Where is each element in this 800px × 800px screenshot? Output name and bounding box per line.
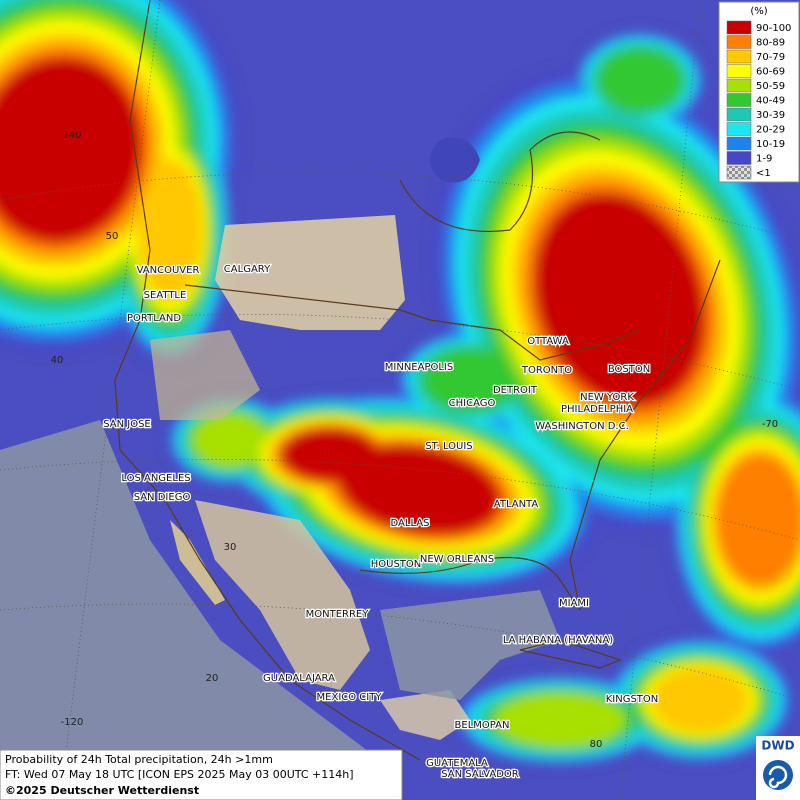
legend-label: 30-39	[756, 110, 785, 121]
legend-swatch	[726, 93, 752, 107]
probability-area	[596, 47, 684, 113]
legend-label: 1-9	[756, 154, 772, 165]
footer-copyright: ©2025 Deutscher Wetterdienst	[5, 784, 199, 797]
legend-swatch	[726, 107, 752, 122]
probability-area	[494, 692, 626, 748]
graticule-label: -70	[762, 419, 778, 430]
legend-swatch	[726, 49, 752, 64]
legend-label: 70-79	[756, 52, 785, 63]
legend-label: 80-89	[756, 38, 785, 49]
city-label: MIAMI	[559, 598, 589, 609]
legend-swatch	[726, 122, 752, 136]
graticule-label: 140	[62, 130, 81, 141]
city-label: KINGSTON	[606, 694, 659, 705]
graticule-label: -120	[61, 717, 84, 728]
city-label: LA HABANA (HAVANA)	[503, 635, 613, 646]
graticule-label: 50	[106, 231, 119, 242]
probability-area	[716, 454, 800, 586]
probability-area	[420, 347, 520, 413]
graticule-label: 30	[224, 542, 237, 553]
dwd-logo: DWD	[756, 736, 800, 800]
legend: (%) 90-100 80-89 70-79 60-69 50-59 40-49 30-39…	[718, 1, 800, 183]
city-label: MINNEAPOLIS	[385, 362, 453, 373]
city-label: CALGARY	[224, 264, 271, 275]
probability-area	[650, 667, 750, 733]
footer-box	[0, 749, 403, 800]
legend-label: 90-100	[756, 23, 791, 34]
city-label: BOSTON	[608, 364, 650, 375]
city-label: VANCOUVER	[137, 265, 200, 276]
city-label: NEW ORLEANS	[420, 554, 494, 565]
footer-forecast-time: FT: Wed 07 May 18 UTC [ICON EPS 2025 May…	[5, 768, 354, 781]
probability-area	[338, 444, 502, 536]
city-label: ATLANTA	[494, 499, 539, 510]
city-label: SAN DIEGO	[134, 492, 191, 503]
graticule-labels: 140 50 40 30 20 -120 80 -70	[51, 130, 779, 750]
probability-field	[0, 0, 800, 766]
city-label: MONTERREY	[306, 609, 370, 620]
legend-title: (%)	[750, 6, 767, 17]
legend-swatch	[726, 78, 752, 93]
land-areas	[150, 215, 470, 740]
legend-label: 20-29	[756, 125, 785, 136]
city-label: SAN SALVADOR	[441, 769, 518, 780]
footer: Probability of 24h Total precipitation, …	[0, 749, 403, 800]
logo-text: DWD	[761, 739, 794, 753]
coastlines	[114, 0, 721, 761]
city-label: ST. LOUIS	[425, 441, 472, 452]
legend-label: <1	[756, 168, 771, 179]
city-label: PHILADELPHIA	[561, 404, 633, 415]
city-label: DETROIT	[493, 385, 538, 396]
city-label: NEW YORK	[580, 392, 634, 403]
legend-swatch	[726, 35, 752, 49]
city-label: DALLAS	[391, 518, 430, 529]
city-label: BELMOPAN	[455, 720, 510, 731]
legend-swatch	[726, 20, 752, 35]
city-label: OTTAWA	[527, 336, 569, 347]
graticule-label: 20	[206, 673, 219, 684]
city-label: TORONTO	[521, 365, 572, 376]
city-label: LOS ANGELES	[121, 473, 190, 484]
probability-area	[191, 412, 269, 468]
footer-title: Probability of 24h Total precipitation, …	[5, 753, 273, 766]
legend-swatch	[726, 151, 752, 165]
city-label: CHICAGO	[449, 398, 496, 409]
legend-swatch	[726, 64, 752, 78]
city-label: GUATEMALA	[426, 758, 488, 769]
city-label: WASHINGTON D.C.	[535, 421, 629, 432]
legend-label: 40-49	[756, 96, 785, 107]
legend-label: 50-59	[756, 81, 785, 92]
city-label: GUADALAJARA	[263, 673, 335, 684]
legend-swatch	[726, 165, 752, 180]
probability-area	[0, 56, 143, 244]
legend-label: 10-19	[756, 139, 785, 150]
dry-sea	[0, 137, 560, 760]
probability-area	[137, 158, 203, 302]
probability-area	[533, 192, 707, 408]
graticule-label: 40	[51, 355, 64, 366]
city-label: SAN JOSE	[103, 419, 151, 430]
graticule-label: 80	[590, 739, 603, 750]
city-label: MEXICO CITY	[317, 692, 383, 703]
legend-swatch	[726, 136, 752, 151]
city-label: HOUSTON	[371, 559, 422, 570]
legend-label: 60-69	[756, 67, 785, 78]
city-labels: VANCOUVER CALGARY SEATTLE PORTLAND MINNEAPOL…	[102, 263, 660, 782]
city-label: PORTLAND	[127, 313, 181, 324]
city-label: SEATTLE	[144, 290, 187, 301]
probability-area	[280, 427, 380, 483]
